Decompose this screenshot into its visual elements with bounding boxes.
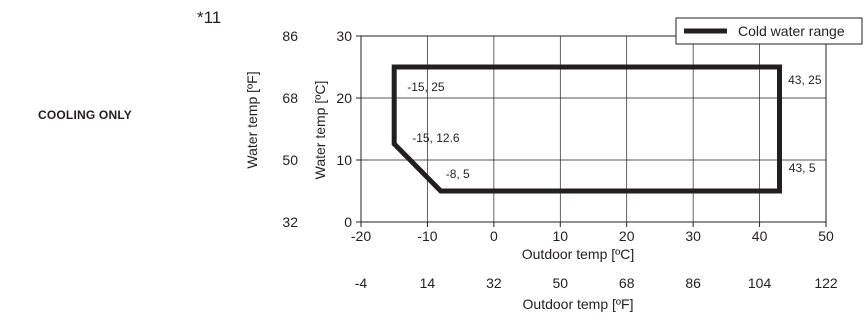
y-axis-title-celsius: Water temp [ºC] bbox=[312, 81, 328, 180]
x-tick-label-fahrenheit: 122 bbox=[814, 275, 838, 291]
x-tick-label-fahrenheit: 32 bbox=[486, 275, 502, 291]
x-axis-title-fahrenheit: Outdoor temp [ºF] bbox=[523, 296, 634, 312]
axis-ticks: -20 -10 0 10 20 30 40 50 -4 14 32 50 68 86 104 122 0 10 20… bbox=[282, 28, 837, 291]
x-tick-label-celsius: 40 bbox=[752, 228, 768, 244]
data-point-label: -15, 25 bbox=[407, 80, 445, 94]
plot-area-frame bbox=[360, 35, 827, 223]
data-point-label: -8, 5 bbox=[446, 167, 470, 181]
x-tick-label-celsius: -10 bbox=[417, 228, 437, 244]
x-tick-label-fahrenheit: 14 bbox=[420, 275, 436, 291]
x-tick-label-celsius: -20 bbox=[351, 228, 371, 244]
x-tick-label-fahrenheit: 104 bbox=[748, 275, 772, 291]
y-tick-label-celsius: 20 bbox=[336, 90, 352, 106]
x-tick-label-celsius: 10 bbox=[552, 228, 568, 244]
chart-grid bbox=[361, 36, 826, 222]
y-tick-label-fahrenheit: 32 bbox=[282, 214, 298, 230]
y-tick-label-celsius: 30 bbox=[336, 28, 352, 44]
x-axis-title-celsius: Outdoor temp [ºC] bbox=[522, 246, 635, 262]
mode-label: COOLING ONLY bbox=[38, 108, 132, 122]
y-tick-label-fahrenheit: 68 bbox=[282, 90, 298, 106]
y-tick-label-fahrenheit: 86 bbox=[282, 28, 298, 44]
x-tick-label-fahrenheit: 86 bbox=[685, 275, 701, 291]
legend-label-cold-water-range: Cold water range bbox=[738, 23, 845, 39]
series-layer bbox=[391, 64, 782, 194]
y-tick-label-celsius: 10 bbox=[336, 152, 352, 168]
x-tick-label-fahrenheit: 68 bbox=[619, 275, 635, 291]
y-axis-title-fahrenheit: Water temp [ºF] bbox=[244, 71, 260, 168]
data-point-label: -15, 12.6 bbox=[412, 131, 460, 145]
x-tick-label-celsius: 0 bbox=[490, 228, 498, 244]
annotation-layer: -15, 25 -15, 12.6 -8, 5 43, 25 43, 5 bbox=[407, 73, 822, 181]
x-tick-label-celsius: 50 bbox=[818, 228, 834, 244]
x-tick-label-fahrenheit: -4 bbox=[355, 275, 368, 291]
y-tick-label-fahrenheit: 50 bbox=[282, 152, 298, 168]
data-point-label: 43, 5 bbox=[789, 161, 816, 175]
series-line-cold-water-range bbox=[391, 64, 782, 194]
legend: Cold water range bbox=[675, 17, 863, 45]
x-tick-label-celsius: 30 bbox=[685, 228, 701, 244]
x-tick-label-fahrenheit: 50 bbox=[552, 275, 568, 291]
y-tick-label-celsius: 0 bbox=[344, 214, 352, 230]
data-point-label: 43, 25 bbox=[788, 73, 822, 87]
footnote-marker: *11 bbox=[197, 8, 222, 27]
x-tick-label-celsius: 20 bbox=[619, 228, 635, 244]
